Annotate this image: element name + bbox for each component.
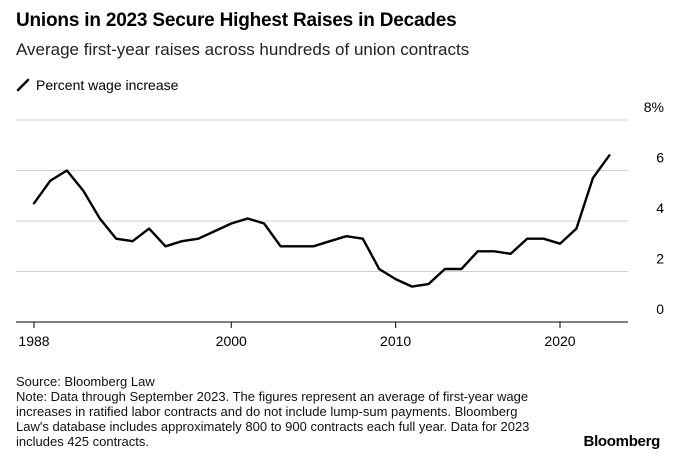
chart-title: Unions in 2023 Secure Highest Raises in … bbox=[16, 10, 457, 31]
legend-line-icon bbox=[16, 78, 30, 92]
y-tick-label: 4 bbox=[656, 200, 664, 216]
footer-notes: Source: Bloomberg Law Note: Data through… bbox=[16, 374, 536, 449]
x-tick-label: 2000 bbox=[216, 333, 247, 349]
note-text: Note: Data through September 2023. The f… bbox=[16, 389, 530, 449]
x-tick-label: 1988 bbox=[18, 333, 49, 349]
y-tick-label: 2 bbox=[656, 251, 664, 267]
legend: Percent wage increase bbox=[16, 77, 178, 93]
source-text: Source: Bloomberg Law bbox=[16, 374, 155, 389]
chart-subtitle: Average first-year raises across hundred… bbox=[16, 40, 470, 59]
y-tick-label: 8% bbox=[644, 99, 664, 115]
y-tick-label: 0 bbox=[656, 301, 664, 317]
x-tick-label: 2010 bbox=[380, 333, 411, 349]
x-tick-label: 2020 bbox=[544, 333, 575, 349]
legend-label: Percent wage increase bbox=[36, 77, 179, 93]
y-tick-label: 6 bbox=[656, 150, 664, 166]
series-line bbox=[32, 154, 611, 288]
bloomberg-logo: Bloomberg bbox=[583, 433, 661, 450]
